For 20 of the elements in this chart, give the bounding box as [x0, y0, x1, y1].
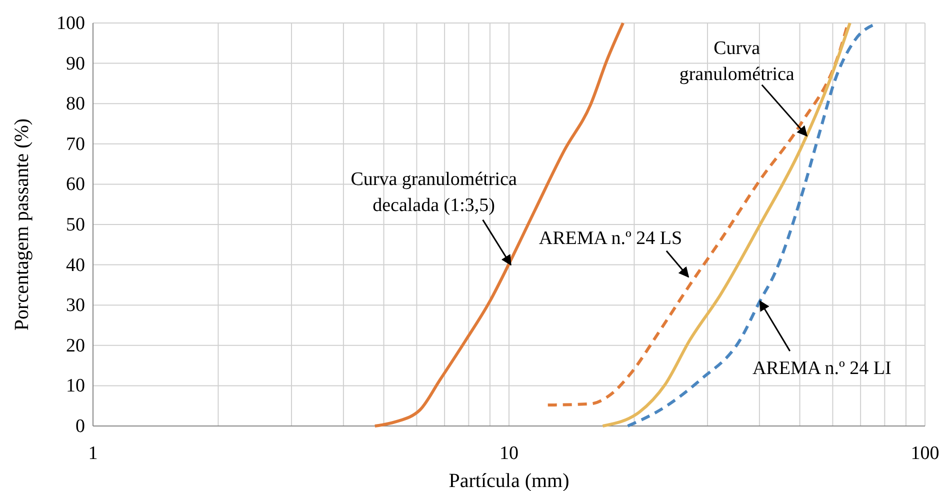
y-axis-title: Porcentagem passante (%)	[11, 118, 33, 331]
x-tick-label: 1	[88, 443, 98, 464]
y-tick-label: 50	[66, 214, 85, 236]
x-axis-title: Partícula (mm)	[448, 470, 570, 491]
y-tick-label: 20	[66, 335, 85, 356]
y-tick-label: 80	[66, 94, 85, 115]
y-tick-label: 70	[66, 134, 85, 155]
y-tick-label: 90	[66, 53, 85, 74]
y-tick-label: 0	[76, 416, 85, 437]
y-tick-label: 10	[66, 376, 85, 397]
y-tick-label: 30	[66, 295, 85, 316]
y-tick-label: 60	[66, 174, 85, 196]
x-tick-label: 10	[500, 443, 518, 464]
annotation: Curva granulométrica decalada (1:3,5)	[350, 168, 518, 216]
y-tick-label: 100	[56, 13, 85, 34]
x-tick-label: 100	[910, 443, 940, 464]
y-tick-label: 40	[66, 254, 85, 276]
annotation: Curva granulométrica	[679, 38, 795, 85]
annotation: AREMA n.º 24 LI	[752, 358, 892, 380]
annotation: AREMA n.º 24 LS	[538, 228, 682, 249]
